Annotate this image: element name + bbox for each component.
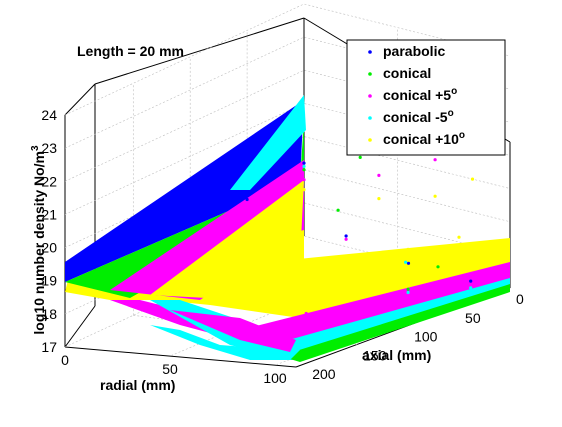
legend-label: conical +10o	[383, 130, 465, 147]
data-point-parabolic	[302, 161, 306, 165]
floor-left-edge	[64, 305, 96, 348]
length-annotation: Length = 20 mm	[77, 43, 184, 59]
data-point-conical-5	[404, 260, 408, 264]
data-point-conical-5	[377, 173, 381, 177]
data-point-conical-10	[377, 197, 381, 201]
data-point-conical-5	[469, 286, 473, 290]
data-point-conical-5	[344, 237, 348, 241]
data-point-parabolic	[344, 234, 348, 238]
legend-marker	[368, 50, 372, 54]
data-point-conical-5	[302, 164, 306, 168]
z-tick-label: 17	[41, 339, 57, 355]
x-axis-line	[64, 346, 297, 368]
z-tick-label: 20	[41, 240, 57, 256]
z-gridline	[64, 3, 511, 116]
legend-label: conical	[383, 65, 431, 81]
data-point-conical-5	[433, 158, 437, 162]
legend-label-text: conical +10	[383, 131, 459, 147]
z-tick-label: 18	[41, 306, 57, 322]
z-axis-label: log10 number density No/m3	[30, 145, 47, 335]
legend-label: conical +5o	[383, 86, 457, 103]
data-point-conical-10	[406, 247, 410, 251]
legend-label-sup: o	[451, 86, 457, 97]
x-tick-label: 100	[263, 370, 287, 386]
z-gridline	[64, 136, 511, 248]
z-gridline	[64, 169, 511, 281]
legend-label-sup: o	[459, 130, 465, 141]
data-point-conical-5	[304, 311, 308, 316]
data-point-conical-5	[355, 306, 359, 310]
data-point-parabolic	[245, 197, 249, 202]
legend-label-text: parabolic	[383, 43, 445, 59]
back-top-left-edge	[64, 83, 96, 116]
x-axis-label: radial (mm)	[100, 377, 175, 393]
z-tick-label: 19	[41, 273, 57, 289]
z-tick-label: 21	[41, 206, 57, 222]
legend-entry: parabolic	[368, 43, 445, 59]
data-point-conical-10	[302, 188, 306, 192]
surface-conical-plus5-fan	[110, 160, 304, 300]
legend-marker	[368, 116, 372, 120]
z-tick-label: 22	[41, 173, 57, 189]
z-gridline	[64, 202, 511, 315]
x-tick-label: 0	[61, 352, 69, 368]
y-tick-label: 100	[414, 329, 438, 345]
data-point-conical-5	[302, 178, 306, 182]
legend-entry: conical +10o	[368, 130, 465, 147]
data-point-conical	[436, 265, 440, 269]
data-point-conical-5	[406, 290, 410, 295]
x-tick-label: 50	[162, 361, 178, 377]
y-axis-label: axial (mm)	[362, 347, 431, 363]
legend-label: parabolic	[383, 43, 445, 59]
legend-label-sup: o	[448, 108, 454, 119]
z-axis-label-sup: 3	[30, 145, 41, 151]
data-point-conical-10	[355, 263, 359, 267]
surface-conical-plus10-fan2	[210, 230, 304, 290]
legend-marker	[368, 138, 372, 142]
data-point-conical	[406, 287, 410, 291]
z-tick-label: 23	[41, 140, 57, 156]
data-point-parabolic	[406, 261, 411, 265]
back-top-edge	[94, 17, 305, 85]
surface-conical-front	[280, 284, 510, 362]
surface-conical-minus5-spike	[230, 95, 306, 190]
legend-label-text: conical -5	[383, 109, 448, 125]
legend-box	[346, 39, 506, 156]
data-point-conical	[358, 155, 362, 159]
data-point-conical	[302, 168, 306, 172]
legend-label: conical -5o	[383, 108, 454, 125]
data-point-conical-10	[304, 278, 308, 282]
data-point-conical-10	[470, 177, 475, 181]
z-tick-label: 24	[41, 107, 57, 123]
legend-entry: conical	[368, 65, 431, 81]
y-tick-label: 0	[516, 291, 524, 307]
tick-labels: 17 18 19 20 21 22 23 24 0 50 100 0 50 100 150 200	[41, 107, 524, 386]
data-point-conical-10	[457, 235, 461, 239]
legend-label-text: conical	[383, 65, 431, 81]
data-surface	[65, 95, 510, 362]
legend-marker	[368, 94, 372, 98]
surface-valley-magenta	[170, 310, 296, 352]
data-point-conical	[336, 208, 340, 212]
legend-label-text: conical +5	[383, 87, 451, 103]
legend-entry: conical +5o	[368, 86, 457, 103]
z-axis-label-text: log10 number density No/m	[31, 151, 47, 335]
y-tick-label: 50	[465, 310, 481, 326]
data-point-conical-10	[433, 194, 437, 198]
y-tick-label: 200	[312, 366, 336, 382]
data-point-conical-5	[457, 288, 461, 292]
legend-entry: conical -5o	[368, 108, 454, 125]
legend-marker	[368, 72, 372, 76]
data-point-parabolic	[469, 279, 473, 283]
y-tick-label: 150	[363, 347, 387, 363]
surface-parabolic-fan	[65, 100, 304, 282]
